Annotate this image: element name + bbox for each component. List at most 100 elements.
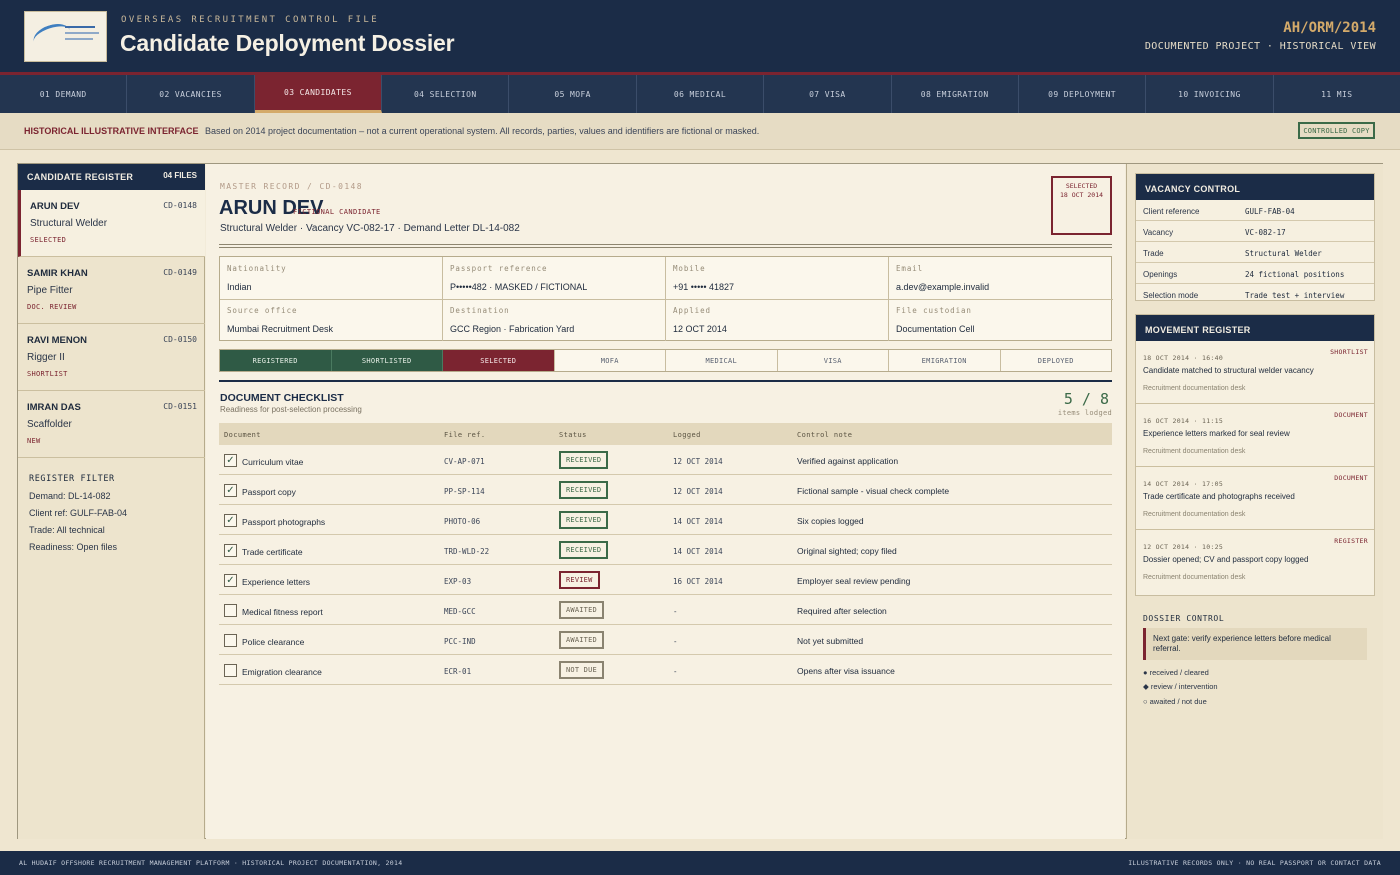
document-checkbox[interactable]: ✓ xyxy=(224,544,237,557)
tab-demand[interactable]: 01 DEMAND xyxy=(0,75,128,113)
field-value: +91 ••••• 41827 xyxy=(673,282,735,292)
tab-medical[interactable]: 06 MEDICAL xyxy=(637,75,765,113)
tab-vacancies[interactable]: 02 VACANCIES xyxy=(127,75,255,113)
candidate-id: CD-0149 xyxy=(163,268,197,277)
candidate-status: SELECTED xyxy=(30,236,67,244)
table-row[interactable]: ✓ Experience letters EXP-03 REVIEW 16 OCT 20… xyxy=(219,565,1112,595)
candidate-item[interactable]: SAMIR KHAN CD-0149 Pipe Fitter DOC. REVI… xyxy=(18,257,205,324)
document-checkbox[interactable]: ✓ xyxy=(224,574,237,587)
field-value: Indian xyxy=(227,282,252,292)
field-destination: Destination GCC Region · Fabrication Yard xyxy=(443,299,666,341)
field-value: GCC Region · Fabrication Yard xyxy=(450,324,575,334)
tab-emigration[interactable]: 08 EMIGRATION xyxy=(892,75,1019,113)
logged-date: - xyxy=(673,667,678,676)
tab-deployment[interactable]: 09 DEPLOYMENT xyxy=(1019,75,1147,113)
movement-desk: Recruitment documentation desk xyxy=(1143,448,1246,455)
document-checkbox[interactable] xyxy=(224,634,237,647)
filter-client-ref[interactable]: Client ref: GULF-FAB-04 xyxy=(29,508,128,518)
document-checkbox[interactable]: ✓ xyxy=(224,514,237,527)
candidate-item[interactable]: IMRAN DAS CD-0151 Scaffolder NEW xyxy=(18,391,205,458)
vacancy-row: Client reference GULF-FAB-04 xyxy=(1136,200,1374,221)
vacancy-value: Trade test + interview xyxy=(1245,291,1345,300)
candidate-status: DOC. REVIEW xyxy=(27,303,77,311)
logged-date: 12 OCT 2014 xyxy=(673,457,723,466)
stage-registered[interactable]: REGISTERED xyxy=(220,350,332,371)
banner-label: HISTORICAL ILLUSTRATIVE INTERFACE xyxy=(24,126,199,136)
tab-candidates[interactable]: 03 CANDIDATES xyxy=(254,75,383,113)
document-name: Police clearance xyxy=(242,637,305,647)
app-footer: AL HUDAIF OFFSHORE RECRUITMENT MANAGEMEN… xyxy=(0,851,1400,875)
control-note: Original sighted; copy filed xyxy=(797,546,897,556)
candidate-info-grid: Nationality Indian Passport reference P•••… xyxy=(219,256,1113,341)
filter-readiness[interactable]: Readiness: Open files xyxy=(29,542,118,552)
movement-entry[interactable]: DOCUMENT 16 OCT 2014 · 11:15 Experience … xyxy=(1136,404,1374,467)
tab-selection[interactable]: 04 SELECTION xyxy=(382,75,510,113)
col-logged: Logged xyxy=(673,431,701,439)
movement-date: 18 OCT 2014 · 16:40 xyxy=(1143,354,1224,362)
logged-date: - xyxy=(673,637,678,646)
candidate-register-panel: CANDIDATE REGISTER 04 FILES ARUN DEV CD-… xyxy=(18,164,205,839)
movement-register: MOVEMENT REGISTER SHORTLIST 18 OCT 2014 … xyxy=(1135,314,1375,596)
footer-right-text: ILLUSTRATIVE RECORDS ONLY · NO REAL PASS… xyxy=(1128,859,1381,867)
file-ref: MED-GCC xyxy=(444,607,476,616)
document-checkbox[interactable]: ✓ xyxy=(224,454,237,467)
candidate-status: SHORTLIST xyxy=(27,370,68,378)
movement-entry[interactable]: SHORTLIST 18 OCT 2014 · 16:40 Candidate … xyxy=(1136,341,1374,404)
movement-desk: Recruitment documentation desk xyxy=(1143,511,1246,518)
movement-entry[interactable]: REGISTER 12 OCT 2014 · 10:25 Dossier ope… xyxy=(1136,530,1374,593)
status-badge: RECEIVED xyxy=(559,511,609,529)
table-row[interactable]: ✓ Passport copy PP-SP-114 RECEIVED 12 OCT 20… xyxy=(219,475,1112,505)
field-nationality: Nationality Indian xyxy=(220,257,443,299)
movement-register-title: MOVEMENT REGISTER xyxy=(1136,315,1374,341)
col-document: Document xyxy=(224,431,261,439)
field-label: Applied xyxy=(673,306,711,315)
document-checkbox[interactable] xyxy=(224,604,237,617)
table-row[interactable]: Emigration clearance ECR-01 NOT DUE - Opens … xyxy=(219,655,1112,685)
tab-invoicing[interactable]: 10 INVOICING xyxy=(1146,75,1274,113)
logged-date: 14 OCT 2014 xyxy=(673,547,723,556)
filter-demand[interactable]: Demand: DL-14-082 xyxy=(29,491,111,501)
field-passport: Passport reference P•••••482 · MASKED / F… xyxy=(443,257,666,299)
selected-stamp: SELECTED 18 OCT 2014 xyxy=(1051,176,1112,235)
stage-emigration[interactable]: EMIGRATION xyxy=(889,350,1001,371)
file-ref: PCC-IND xyxy=(444,637,476,646)
table-row[interactable]: Police clearance PCC-IND AWAITED - Not yet s… xyxy=(219,625,1112,655)
controlled-copy-badge: CONTROLLED COPY xyxy=(1298,122,1375,139)
candidate-role: Scaffolder xyxy=(27,419,72,430)
candidate-item[interactable]: RAVI MENON CD-0150 Rigger II SHORTLIST xyxy=(18,324,205,391)
movement-text: Candidate matched to structural welder v… xyxy=(1143,366,1314,375)
page-title: Candidate Deployment Dossier xyxy=(120,30,455,56)
stage-shortlisted[interactable]: SHORTLISTED xyxy=(331,350,443,371)
document-checkbox[interactable]: ✓ xyxy=(224,484,237,497)
candidate-description: Structural Welder · Vacancy VC-082-17 · … xyxy=(220,223,520,234)
movement-entry[interactable]: DOCUMENT 14 OCT 2014 · 17:05 Trade certi… xyxy=(1136,467,1374,530)
field-value: P•••••482 · MASKED / FICTIONAL xyxy=(450,282,588,292)
movement-date: 16 OCT 2014 · 11:15 xyxy=(1143,417,1224,425)
header-overline: OVERSEAS RECRUITMENT CONTROL FILE xyxy=(121,15,380,25)
stage-deployed[interactable]: DEPLOYED xyxy=(1000,350,1111,371)
document-checkbox[interactable] xyxy=(224,664,237,677)
status-badge: NOT DUE xyxy=(559,661,604,679)
movement-date: 14 OCT 2014 · 17:05 xyxy=(1143,480,1224,488)
stage-medical[interactable]: MEDICAL xyxy=(666,350,778,371)
table-row[interactable]: ✓ Passport photographs PHOTO-06 RECEIVED 14 … xyxy=(219,505,1112,535)
candidate-item[interactable]: ARUN DEV CD-0148 Structural Welder SELEC… xyxy=(18,190,205,257)
tab-mis[interactable]: 11 MIS xyxy=(1321,89,1353,99)
stage-mofa[interactable]: MOFA xyxy=(554,350,666,371)
control-note: Six copies logged xyxy=(797,516,864,526)
stamp-status: SELECTED xyxy=(1065,182,1098,190)
checklist-title: DOCUMENT CHECKLIST xyxy=(220,392,344,404)
movement-text: Dossier opened; CV and passport copy log… xyxy=(1143,555,1309,564)
field-label: Email xyxy=(896,264,924,273)
table-row[interactable]: ✓ Trade certificate TRD-WLD-22 RECEIVED 14 O… xyxy=(219,535,1112,565)
tab-mofa[interactable]: 05 MOFA xyxy=(509,75,637,113)
table-row[interactable]: ✓ Curriculum vitae CV-AP-071 RECEIVED 12 OCT… xyxy=(219,445,1112,475)
stage-selected[interactable]: SELECTED xyxy=(443,350,555,371)
tab-visa[interactable]: 07 VISA xyxy=(764,75,892,113)
status-badge: RECEIVED xyxy=(559,541,609,559)
table-row[interactable]: Medical fitness report MED-GCC AWAITED - Req… xyxy=(219,595,1112,625)
filter-trade[interactable]: Trade: All technical xyxy=(29,525,105,535)
candidate-role: Structural Welder xyxy=(30,218,108,229)
stage-visa[interactable]: VISA xyxy=(777,350,889,371)
vacancy-row: Openings 24 fictional positions xyxy=(1136,263,1374,284)
